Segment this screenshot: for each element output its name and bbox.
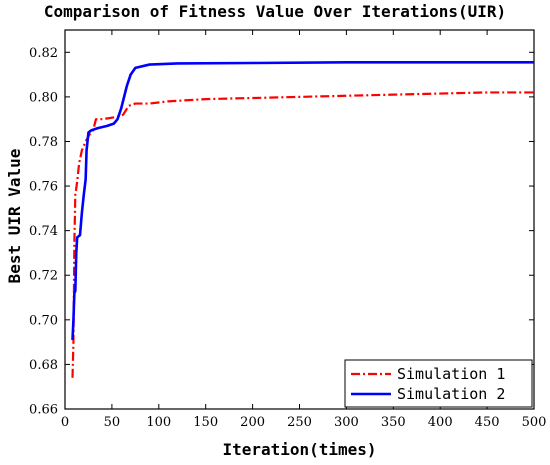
series-line-1 — [71, 91, 534, 378]
y-tick-label: 0.66 — [29, 403, 58, 418]
x-axis-label: Iteration(times) — [222, 440, 377, 459]
y-tick-label: 0.78 — [29, 135, 58, 150]
series-line-2 — [71, 61, 534, 340]
y-tick-label: 0.70 — [29, 313, 58, 328]
y-tick-label: 0.76 — [29, 180, 58, 195]
x-tick-label: 500 — [522, 415, 547, 430]
x-tick-label: 150 — [193, 415, 218, 430]
x-tick-label: 50 — [104, 415, 121, 430]
x-tick-label: 100 — [146, 415, 171, 430]
x-tick-label: 450 — [475, 415, 500, 430]
x-tick-label: 300 — [334, 415, 359, 430]
legend-label-2: Simulation 2 — [397, 385, 505, 403]
y-tick-label: 0.72 — [29, 269, 58, 284]
y-tick-label: 0.80 — [29, 90, 58, 105]
x-tick-label: 400 — [428, 415, 453, 430]
y-axis-label: Best UIR Value — [5, 148, 24, 284]
y-tick-label: 0.74 — [29, 224, 58, 239]
legend-box — [344, 359, 533, 408]
axes-frame — [64, 29, 535, 410]
y-tick-label: 0.82 — [29, 46, 58, 61]
x-tick-label: 250 — [287, 415, 312, 430]
x-tick-label: 0 — [61, 415, 69, 430]
legend-label-1: Simulation 1 — [397, 365, 505, 383]
x-tick-label: 200 — [240, 415, 265, 430]
chart-title: Comparison of Fitness Value Over Iterati… — [43, 2, 507, 21]
x-tick-label: 350 — [381, 415, 406, 430]
y-tick-label: 0.68 — [29, 358, 58, 373]
